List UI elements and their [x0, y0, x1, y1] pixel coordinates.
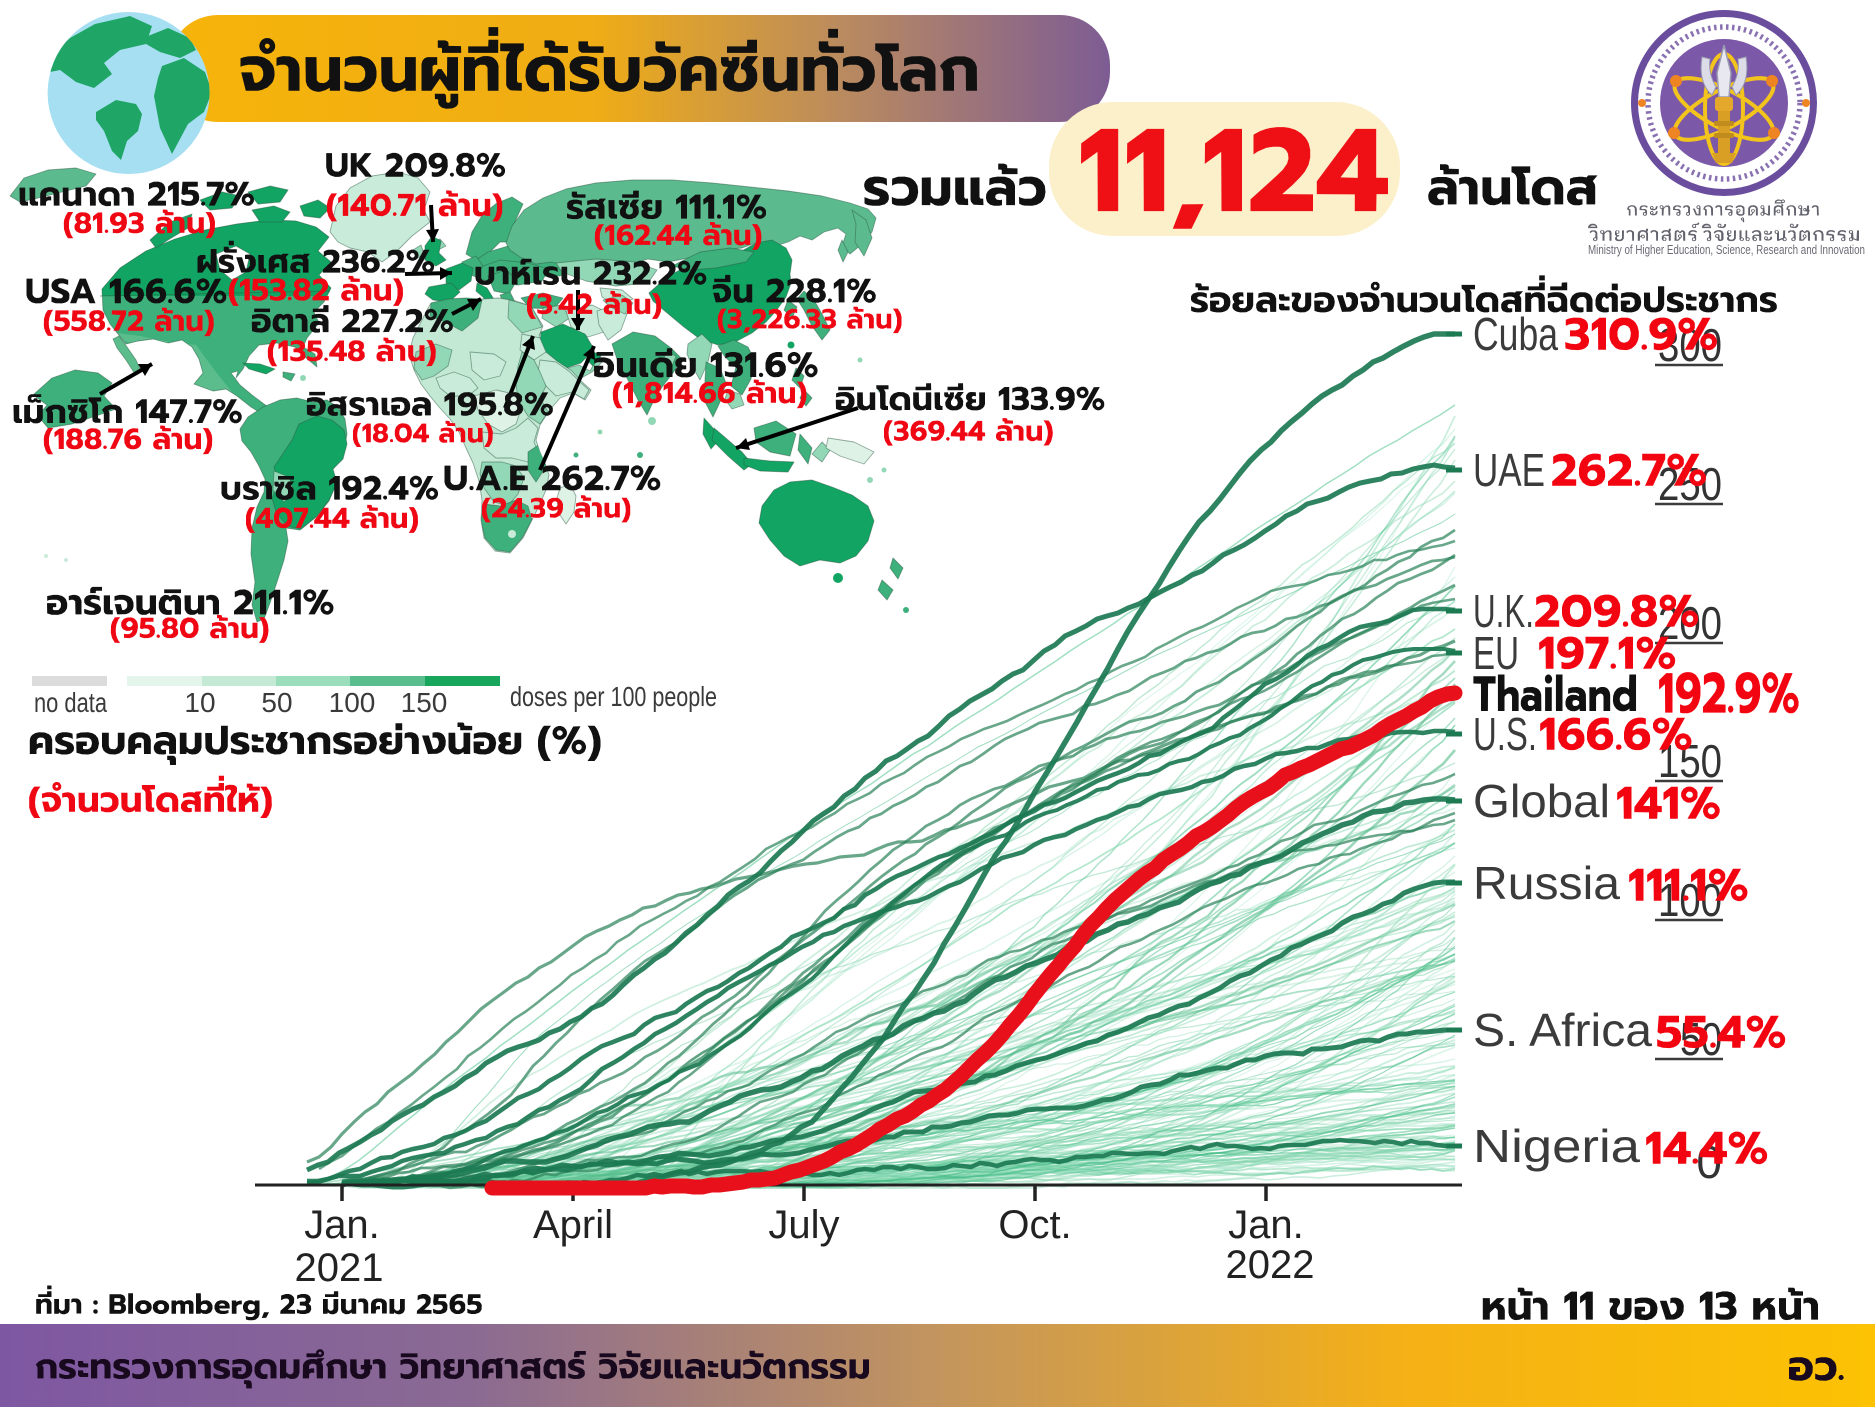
- svg-text:100: 100: [1658, 874, 1722, 926]
- svg-text:100: 100: [329, 687, 376, 718]
- svg-text:Cuba: Cuba: [1473, 308, 1558, 360]
- svg-text:Jan.: Jan.: [304, 1203, 380, 1247]
- svg-text:no data: no data: [34, 687, 107, 718]
- svg-text:April: April: [533, 1203, 613, 1247]
- svg-text:2021: 2021: [295, 1246, 384, 1290]
- svg-text:150: 150: [401, 687, 448, 718]
- svg-text:S. Africa: S. Africa: [1473, 1004, 1652, 1056]
- svg-text:Russia: Russia: [1473, 857, 1620, 909]
- svg-text:July: July: [768, 1203, 839, 1247]
- svg-text:EU: EU: [1473, 627, 1519, 679]
- svg-text:Nigeria: Nigeria: [1473, 1120, 1640, 1172]
- svg-text:10: 10: [184, 687, 215, 718]
- svg-text:Global: Global: [1473, 775, 1610, 827]
- svg-text:50: 50: [261, 687, 292, 718]
- svg-text:U.S.: U.S.: [1473, 708, 1537, 760]
- svg-text:UAE: UAE: [1473, 444, 1545, 496]
- svg-text:Oct.: Oct.: [998, 1203, 1071, 1247]
- svg-text:2022: 2022: [1226, 1243, 1315, 1287]
- svg-text:U.K.: U.K.: [1473, 585, 1534, 637]
- svg-text:Ministry of Higher Education,: Ministry of Higher Education, Science, R…: [1588, 242, 1865, 257]
- svg-text:Jan.: Jan.: [1228, 1203, 1304, 1247]
- svg-text:doses per 100 people: doses per 100 people: [510, 681, 717, 712]
